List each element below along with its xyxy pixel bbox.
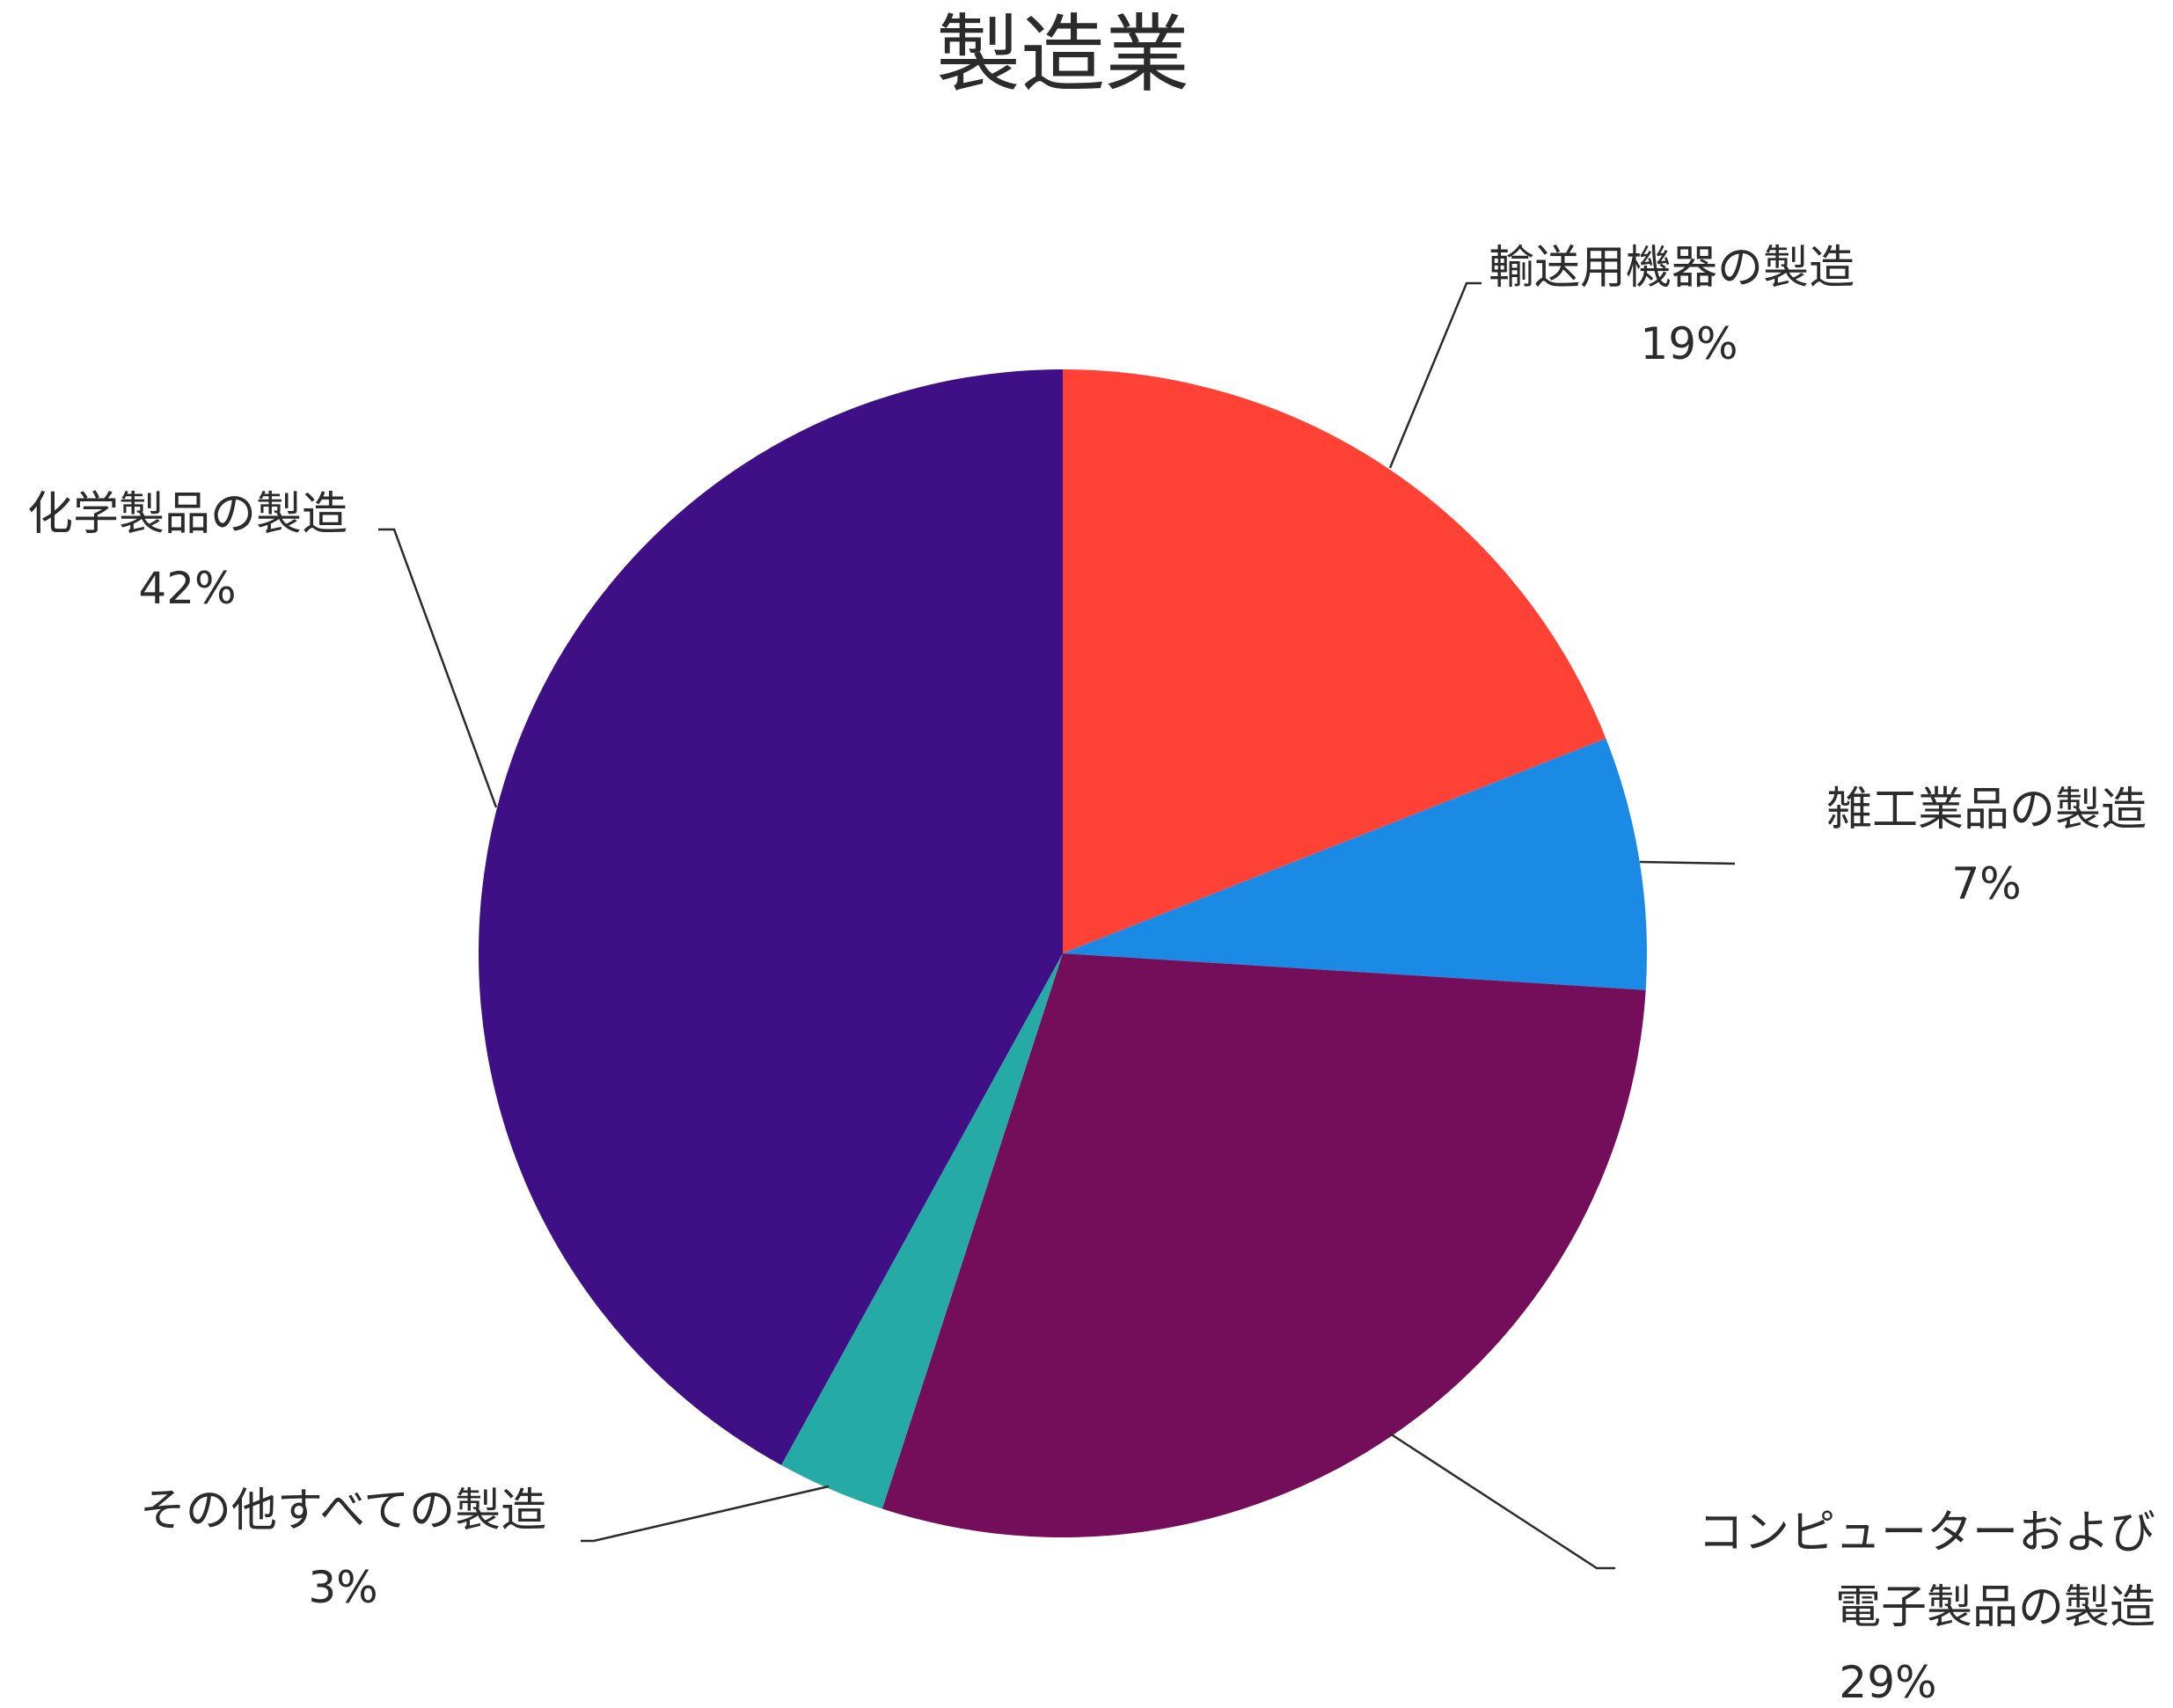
slice-percent-3: 29% [1839, 1657, 1936, 1704]
pie-slice-3 [882, 953, 1646, 1538]
leader-line-5 [378, 528, 498, 808]
slice-percent-1: 19% [1640, 318, 1738, 369]
slice-label-2: 雑工業品の製造 [1826, 784, 2147, 836]
leader-lines [378, 281, 1736, 1570]
pie-slice-4 [781, 953, 1063, 1509]
pie-slice-5 [478, 369, 1063, 1465]
leader-line-2 [1639, 860, 1736, 865]
chart-title: 製造業 [936, 5, 1189, 104]
slice-label-1: 輸送用機器の製造 [1489, 242, 1855, 295]
slice-label-4: その他すべての製造 [140, 1485, 546, 1537]
slice-label-5: 化学製品の製造 [27, 488, 348, 541]
leader-line-1 [1388, 281, 1482, 469]
pie-slice-2 [1063, 738, 1647, 990]
slice-label-3-line-2: 電子製品の製造 [1835, 1581, 2155, 1634]
pie-slice-1 [1063, 369, 1606, 953]
slice-label-3-line-1: コンピューターおよび [1698, 1507, 2155, 1559]
slice-percent-2: 7% [1951, 858, 2021, 909]
leader-line-3 [1389, 1432, 1615, 1570]
slice-percent-5: 42% [138, 563, 236, 614]
pie-slices [478, 369, 1647, 1538]
leader-line-4 [581, 1485, 830, 1543]
slice-percent-4: 3% [308, 1562, 377, 1613]
